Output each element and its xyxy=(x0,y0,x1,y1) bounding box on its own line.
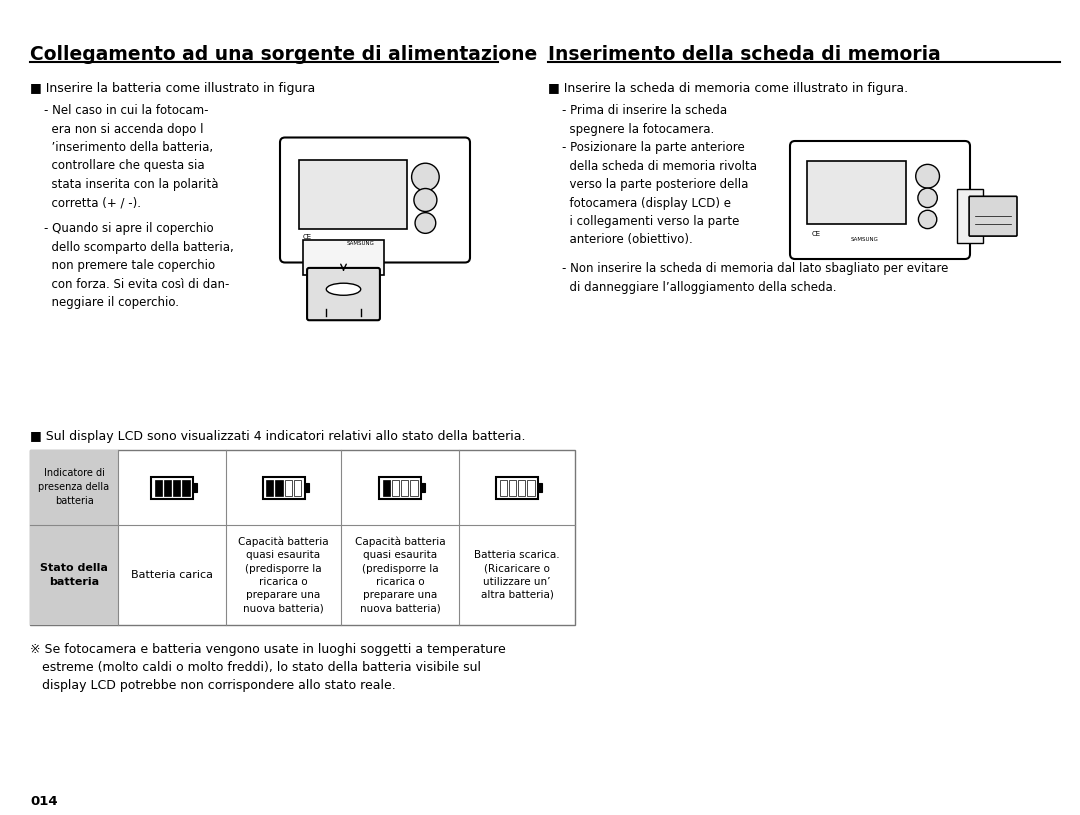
FancyBboxPatch shape xyxy=(789,141,970,259)
Text: Capacità batteria
quasi esaurita
(predisporre la
ricarica o
preparare una
nuova : Capacità batteria quasi esaurita (predis… xyxy=(354,537,445,613)
Circle shape xyxy=(411,163,440,191)
Bar xyxy=(164,479,171,496)
Bar xyxy=(262,477,305,499)
Bar xyxy=(392,479,399,496)
Bar xyxy=(518,479,525,496)
Bar xyxy=(382,479,390,496)
Bar xyxy=(173,479,180,496)
Text: Inserimento della scheda di memoria: Inserimento della scheda di memoria xyxy=(548,45,941,64)
Bar xyxy=(266,479,273,496)
Bar xyxy=(193,483,197,491)
Text: - Prima di inserire la scheda
  spegnere la fotocamera.
- Posizionare la parte a: - Prima di inserire la scheda spegnere l… xyxy=(562,104,757,246)
Text: CE: CE xyxy=(812,231,821,236)
Bar xyxy=(496,477,538,499)
Bar xyxy=(30,450,575,625)
FancyBboxPatch shape xyxy=(307,268,380,320)
Bar xyxy=(401,479,408,496)
Text: ■ Sul display LCD sono visualizzati 4 indicatori relativi allo stato della batte: ■ Sul display LCD sono visualizzati 4 in… xyxy=(30,430,526,443)
Bar xyxy=(299,160,407,229)
Bar xyxy=(807,161,905,224)
FancyBboxPatch shape xyxy=(969,196,1017,236)
Bar xyxy=(527,479,535,496)
Bar xyxy=(294,479,301,496)
Bar xyxy=(379,477,421,499)
FancyBboxPatch shape xyxy=(280,138,470,262)
Bar xyxy=(305,483,309,491)
Text: 014: 014 xyxy=(30,795,57,808)
Bar xyxy=(30,525,118,625)
Bar xyxy=(410,479,418,496)
Bar xyxy=(284,479,292,496)
Bar xyxy=(499,479,507,496)
Text: - Non inserire la scheda di memoria dal lato sbagliato per evitare
  di danneggi: - Non inserire la scheda di memoria dal … xyxy=(562,262,948,293)
Bar xyxy=(183,479,189,496)
Text: Indicatore di
presenza della
batteria: Indicatore di presenza della batteria xyxy=(39,469,109,506)
Circle shape xyxy=(414,188,437,212)
Text: ■ Inserire la scheda di memoria come illustrato in figura.: ■ Inserire la scheda di memoria come ill… xyxy=(548,82,908,95)
Text: Stato della
batteria: Stato della batteria xyxy=(40,562,108,588)
Bar xyxy=(275,479,283,496)
Text: Batteria carica: Batteria carica xyxy=(131,570,213,580)
Bar xyxy=(957,189,983,243)
Circle shape xyxy=(918,210,936,229)
Circle shape xyxy=(916,165,940,188)
Circle shape xyxy=(415,213,435,233)
Bar xyxy=(421,483,426,491)
Text: Collegamento ad una sorgente di alimentazione: Collegamento ad una sorgente di alimenta… xyxy=(30,45,537,64)
Bar xyxy=(151,477,193,499)
Text: CE: CE xyxy=(303,234,312,240)
Text: Capacità batteria
quasi esaurita
(predisporre la
ricarica o
preparare una
nuova : Capacità batteria quasi esaurita (predis… xyxy=(239,537,328,613)
Bar xyxy=(509,479,516,496)
Text: ※ Se fotocamera e batteria vengono usate in luoghi soggetti a temperature
   est: ※ Se fotocamera e batteria vengono usate… xyxy=(30,643,505,692)
Bar xyxy=(303,240,384,275)
Bar xyxy=(30,450,118,525)
Bar xyxy=(538,483,542,491)
Text: - Nel caso in cui la fotocam-
  era non si accenda dopo l
  ’inserimento della b: - Nel caso in cui la fotocam- era non si… xyxy=(44,104,218,209)
Circle shape xyxy=(918,188,937,208)
Ellipse shape xyxy=(326,283,361,295)
Text: - Quando si apre il coperchio
  dello scomparto della batteria,
  non premere ta: - Quando si apre il coperchio dello scom… xyxy=(44,222,233,309)
Text: SAMSUNG: SAMSUNG xyxy=(347,241,375,246)
Text: SAMSUNG: SAMSUNG xyxy=(851,237,879,242)
Text: ■ Inserire la batteria come illustrato in figura: ■ Inserire la batteria come illustrato i… xyxy=(30,82,315,95)
Text: Batteria scarica.
(Ricaricare o
utilizzare un’
altra batteria): Batteria scarica. (Ricaricare o utilizza… xyxy=(474,550,559,600)
Bar xyxy=(154,479,162,496)
